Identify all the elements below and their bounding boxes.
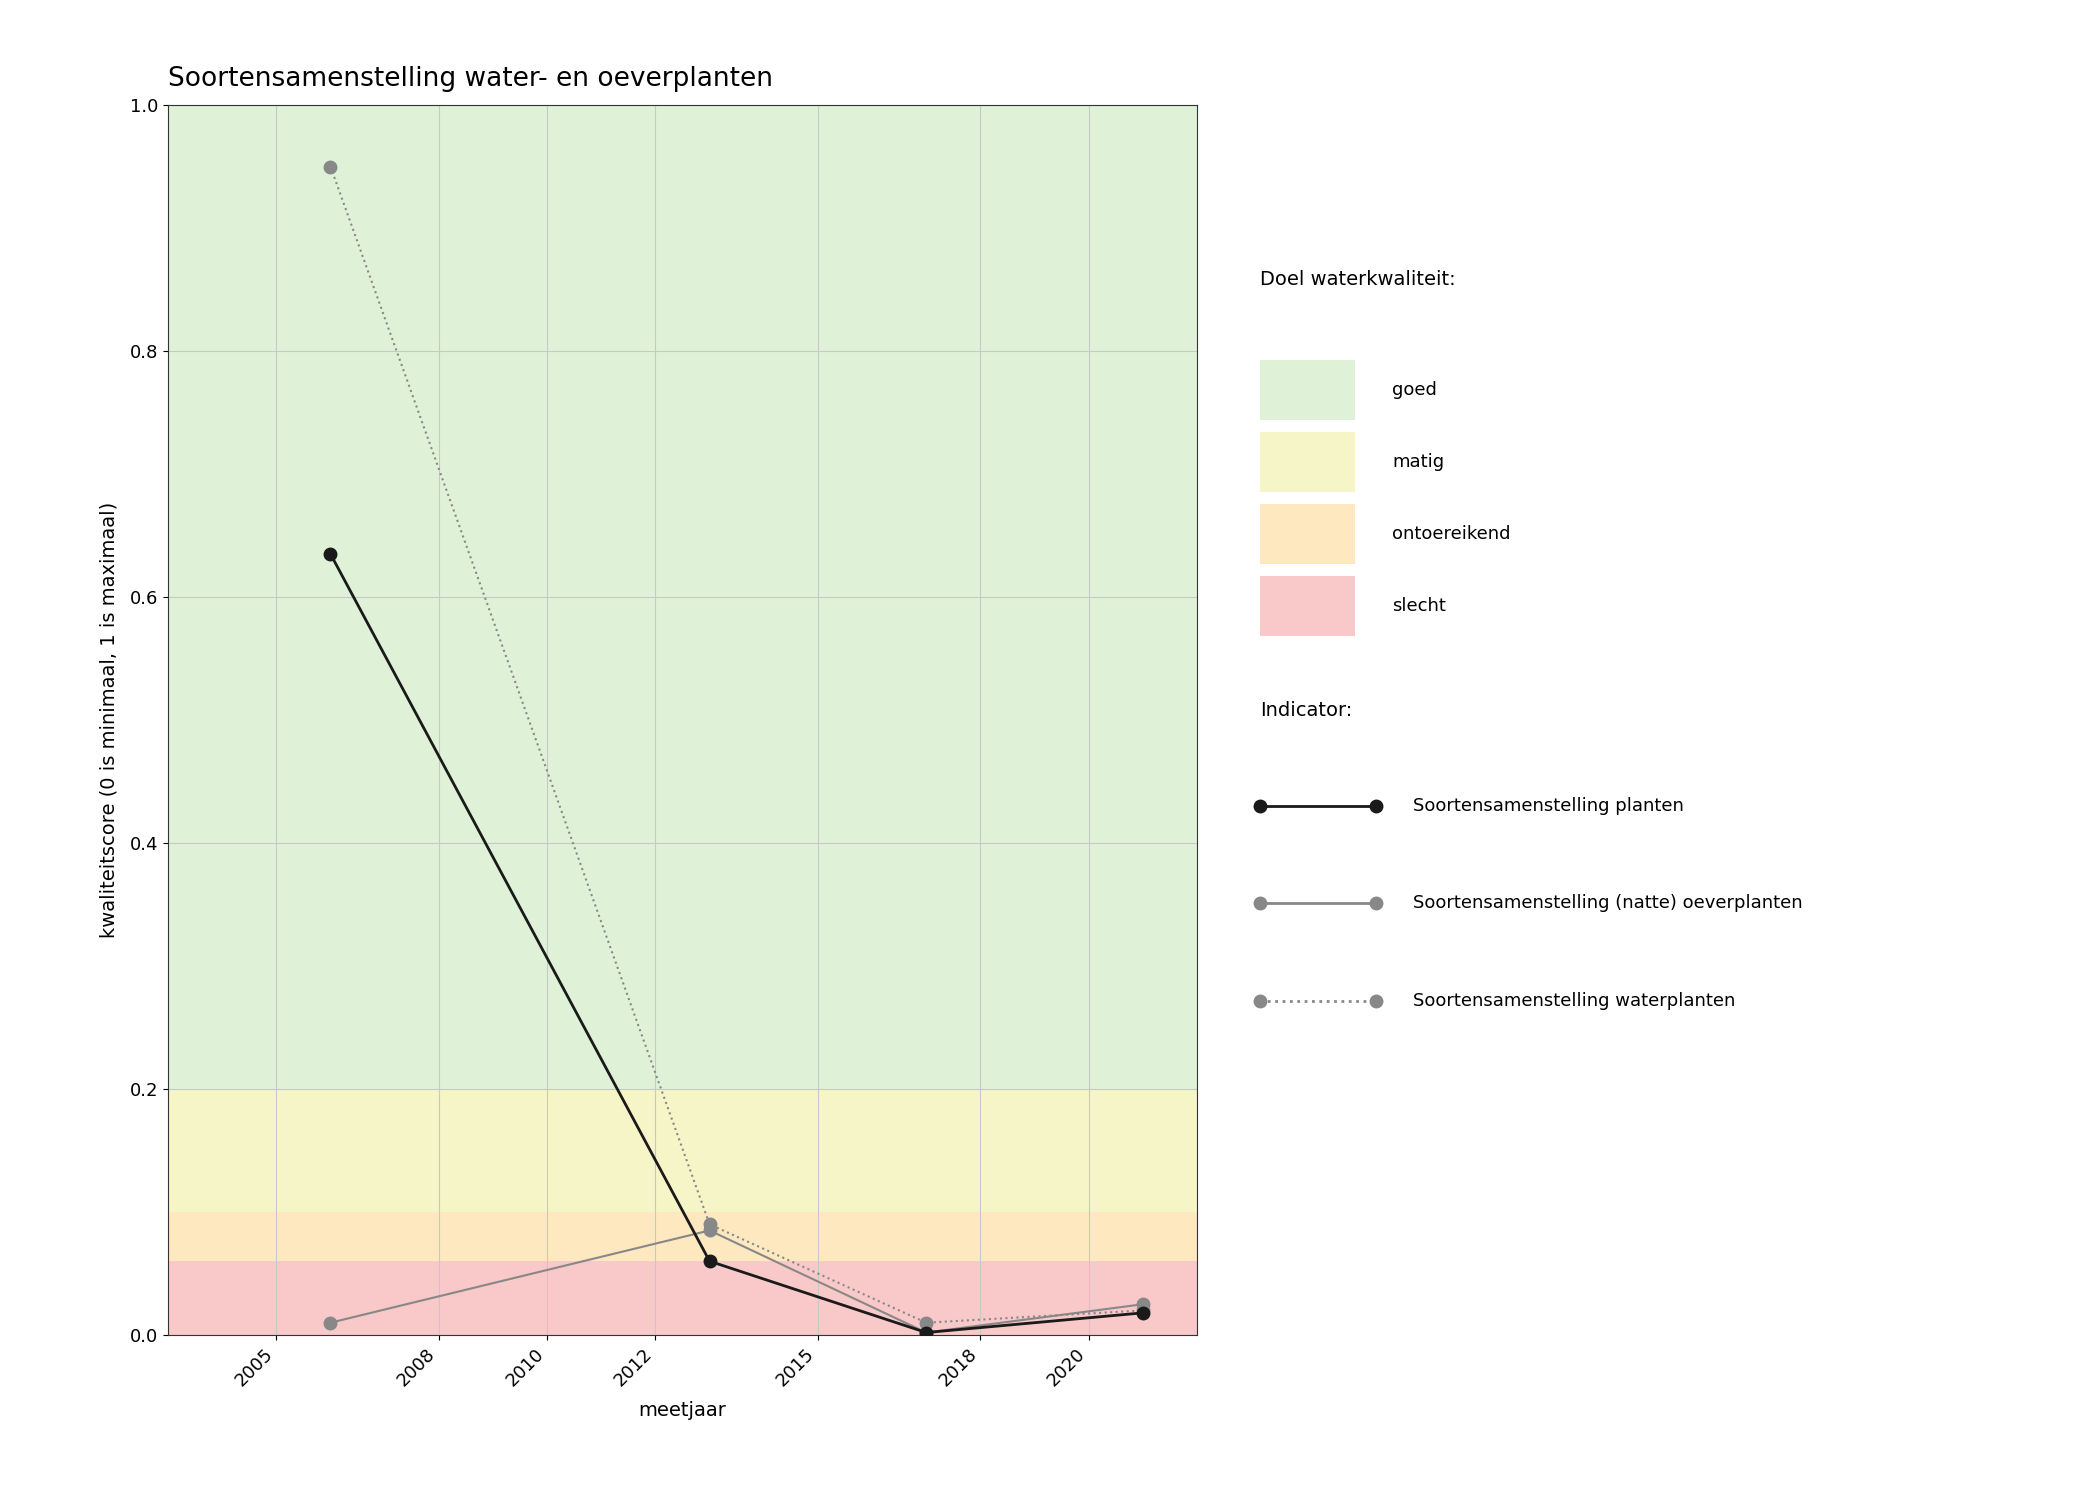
Bar [168,1089,1197,1212]
Text: goed: goed [1392,381,1436,399]
Y-axis label: kwaliteitscore (0 is minimaal, 1 is maximaal): kwaliteitscore (0 is minimaal, 1 is maxi… [99,503,120,938]
Bar [168,105,1197,1089]
Text: Doel waterkwaliteit:: Doel waterkwaliteit: [1260,270,1455,290]
Bar [168,1212,1197,1261]
Text: Soortensamenstelling water- en oeverplanten: Soortensamenstelling water- en oeverplan… [168,66,773,92]
Text: Soortensamenstelling (natte) oeverplanten: Soortensamenstelling (natte) oeverplante… [1413,894,1804,912]
Text: slecht: slecht [1392,597,1447,615]
Text: ontoereikend: ontoereikend [1392,525,1510,543]
Bar [168,1262,1197,1335]
Text: matig: matig [1392,453,1445,471]
Text: Indicator:: Indicator: [1260,700,1352,720]
X-axis label: meetjaar: meetjaar [638,1401,727,1420]
Text: Soortensamenstelling waterplanten: Soortensamenstelling waterplanten [1413,992,1737,1010]
Text: Soortensamenstelling planten: Soortensamenstelling planten [1413,796,1684,814]
